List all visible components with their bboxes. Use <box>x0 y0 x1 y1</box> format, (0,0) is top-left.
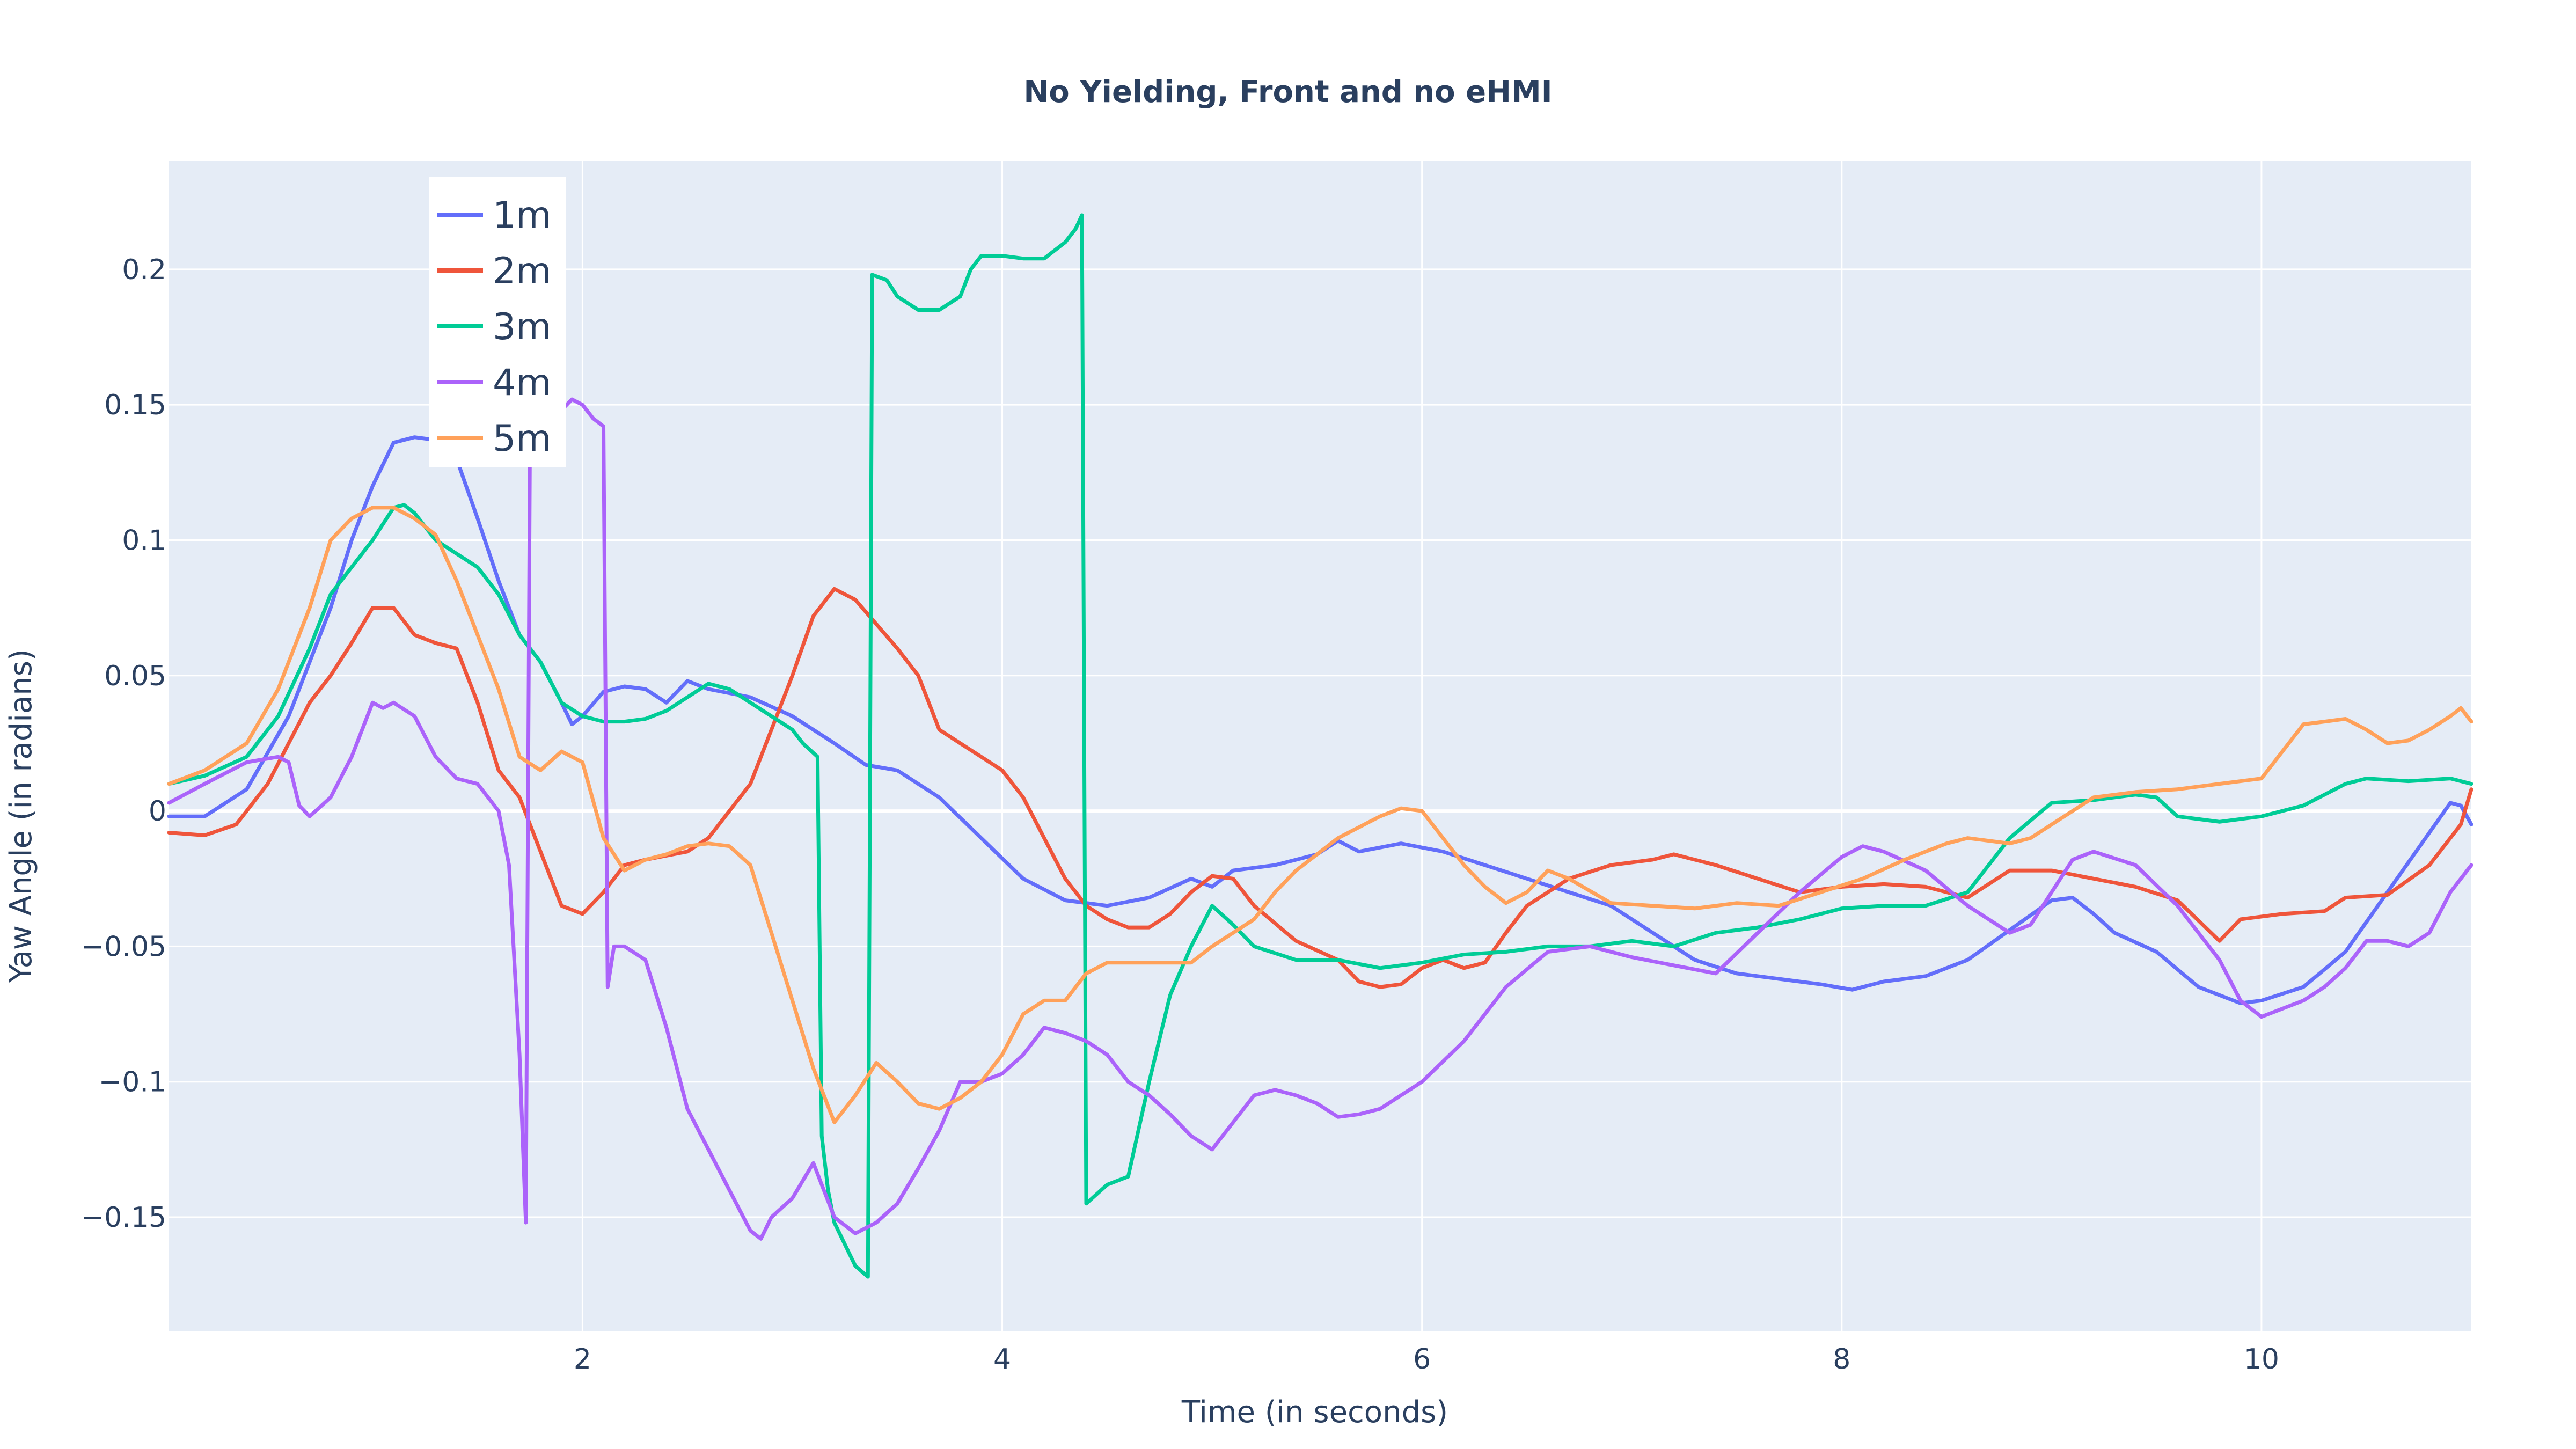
legend-label: 2m <box>493 250 552 292</box>
y-tick-label: 0.1 <box>122 524 166 557</box>
legend-item-2m[interactable]: 2m <box>437 250 552 292</box>
legend-label: 5m <box>493 418 552 460</box>
legend-item-3m[interactable]: 3m <box>437 306 552 348</box>
x-tick-label: 2 <box>574 1343 591 1375</box>
y-axis-title: Yaw Angle (in radians) <box>4 649 39 983</box>
legend-box <box>429 177 566 467</box>
x-tick-label: 6 <box>1413 1343 1431 1375</box>
x-tick-label: 8 <box>1833 1343 1850 1375</box>
legend-item-5m[interactable]: 5m <box>437 418 552 460</box>
series-line-4m <box>167 397 2473 1241</box>
legend-item-4m[interactable]: 4m <box>437 362 552 404</box>
legend[interactable]: 1m 2m 3m 4m 5m <box>429 177 566 467</box>
series-line-5m <box>167 506 2473 1124</box>
grid-lines <box>169 161 2471 1331</box>
y-tick-label: 0.15 <box>104 389 166 421</box>
y-tick-label: −0.1 <box>99 1066 166 1099</box>
legend-label: 3m <box>493 306 552 348</box>
y-tick-label: −0.05 <box>81 931 166 963</box>
series-line-2m <box>167 587 2473 989</box>
chart-title: No Yielding, Front and no eHMI <box>1023 75 1552 109</box>
series-lines <box>167 213 2473 1279</box>
legend-label: 4m <box>493 362 552 404</box>
x-tick-label: 4 <box>993 1343 1011 1375</box>
series-line-1m <box>167 435 2473 1005</box>
x-tick-label: 10 <box>2244 1343 2279 1375</box>
series-line-3m <box>167 213 2473 1279</box>
y-tick-label: 0 <box>149 795 166 828</box>
y-tick-label: −0.15 <box>81 1202 166 1234</box>
y-tick-label: 0.05 <box>104 660 166 692</box>
y-tick-label: 0.2 <box>122 254 166 286</box>
legend-label: 1m <box>493 194 552 237</box>
x-axis-title: Time (in seconds) <box>1181 1395 1448 1430</box>
tick-labels: 2 4 6 8 10 −0.15 −0.1 −0.05 0 0.05 0.1 0.15 0.2 <box>81 254 2279 1375</box>
legend-item-1m[interactable]: 1m <box>437 194 552 237</box>
